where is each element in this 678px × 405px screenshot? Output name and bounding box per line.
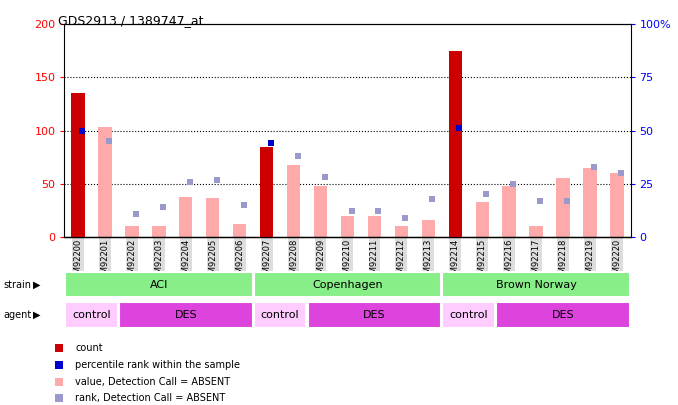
Text: DES: DES	[174, 310, 197, 320]
Text: percentile rank within the sample: percentile rank within the sample	[75, 360, 240, 370]
Text: ACI: ACI	[150, 279, 168, 290]
Text: strain: strain	[3, 279, 31, 290]
Text: rank, Detection Call = ABSENT: rank, Detection Call = ABSENT	[75, 393, 226, 403]
Bar	[71, 94, 85, 237]
Bar	[206, 198, 220, 237]
Bar	[119, 302, 253, 328]
Text: control: control	[450, 310, 488, 320]
Bar	[475, 202, 489, 237]
Bar	[610, 173, 624, 237]
Text: Copenhagen: Copenhagen	[312, 279, 383, 290]
Bar	[341, 216, 354, 237]
Bar	[314, 186, 327, 237]
Bar	[583, 168, 597, 237]
Text: DES: DES	[363, 310, 386, 320]
Bar	[367, 216, 381, 237]
Text: agent: agent	[3, 310, 32, 320]
Text: count: count	[75, 343, 103, 353]
Bar	[395, 226, 408, 237]
Bar	[449, 51, 462, 237]
Bar	[287, 164, 300, 237]
Bar	[442, 272, 630, 297]
Bar	[442, 302, 495, 328]
Text: Brown Norway: Brown Norway	[496, 279, 576, 290]
Bar	[502, 186, 516, 237]
Text: GDS2913 / 1389747_at: GDS2913 / 1389747_at	[58, 14, 203, 27]
Text: control: control	[261, 310, 300, 320]
Bar	[496, 302, 630, 328]
Bar	[260, 147, 273, 237]
Bar	[254, 272, 441, 297]
Bar	[65, 302, 118, 328]
Bar	[530, 226, 543, 237]
Text: value, Detection Call = ABSENT: value, Detection Call = ABSENT	[75, 377, 231, 386]
Bar	[98, 128, 112, 237]
Bar	[179, 196, 193, 237]
Bar	[254, 302, 306, 328]
Bar	[557, 179, 570, 237]
Bar	[308, 302, 441, 328]
Text: DES: DES	[552, 310, 574, 320]
Bar	[65, 272, 253, 297]
Bar	[152, 226, 165, 237]
Text: ▶: ▶	[33, 279, 40, 290]
Bar	[422, 220, 435, 237]
Text: control: control	[72, 310, 111, 320]
Text: ▶: ▶	[33, 310, 40, 320]
Bar	[125, 226, 138, 237]
Bar	[233, 224, 246, 237]
